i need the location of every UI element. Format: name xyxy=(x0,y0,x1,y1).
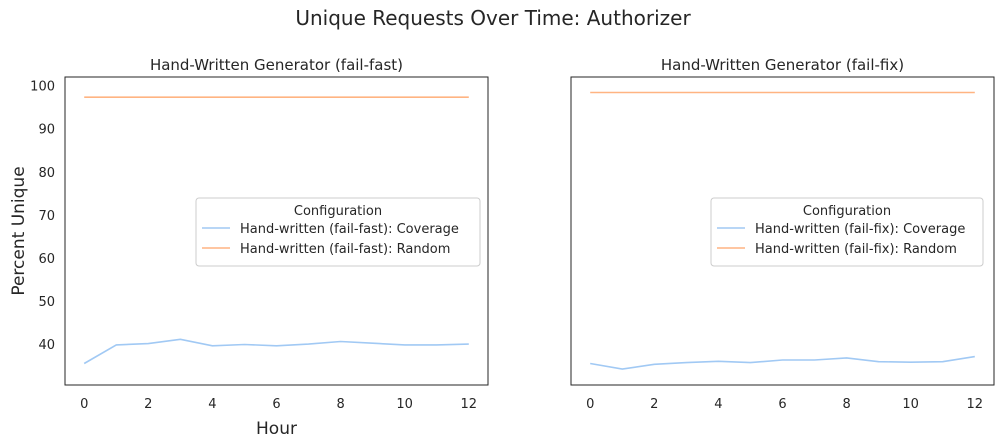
series-line-coverage xyxy=(83,338,469,365)
x-tick-label: 0 xyxy=(586,397,594,412)
series-line-coverage xyxy=(590,355,975,370)
figure-title: Unique Requests Over Time: Authorizer xyxy=(295,6,691,30)
legend-box xyxy=(195,197,481,267)
x-tick-label: 4 xyxy=(208,397,216,412)
y-tick-label: 80 xyxy=(38,166,55,181)
subplot-fail-fast: Hand-Written Generator (fail-fast) 0 2 4 6 8 1… xyxy=(9,56,489,439)
x-tick-label: 0 xyxy=(80,397,88,412)
legend-entry: Hand-written (fail-fast): Random xyxy=(240,242,450,257)
legend-title: Configuration xyxy=(294,204,382,219)
y-tick-label: 100 xyxy=(30,80,55,95)
x-tick-label: 10 xyxy=(902,397,919,412)
subplot-title: Hand-Written Generator (fail-fix) xyxy=(661,56,904,74)
x-tick-label: 6 xyxy=(272,397,280,412)
x-tick-label: 10 xyxy=(396,397,413,412)
plot-frame xyxy=(570,76,995,386)
x-tick-label: 8 xyxy=(842,397,850,412)
x-tick-label: 12 xyxy=(966,397,983,412)
y-tick-label: 70 xyxy=(38,209,55,224)
x-tick-label: 2 xyxy=(144,397,152,412)
legend-entry: Hand-written (fail-fix): Random xyxy=(755,242,957,257)
x-tick-label: 12 xyxy=(460,397,477,412)
subplot-title: Hand-Written Generator (fail-fast) xyxy=(150,56,403,74)
subplot-fail-fix: Hand-Written Generator (fail-fix) 0 2 4 6 8 10… xyxy=(570,56,995,412)
y-axis-label: Percent Unique xyxy=(9,166,29,295)
x-axis-label: Hour xyxy=(256,419,297,439)
legend: Configuration Hand-written (fail-fix): Co… xyxy=(710,197,984,267)
legend-box xyxy=(710,197,984,267)
y-tick-label: 40 xyxy=(38,338,55,353)
legend-entry: Hand-written (fail-fix): Coverage xyxy=(755,222,965,237)
legend-title: Configuration xyxy=(803,204,891,219)
x-tick-label: 6 xyxy=(778,397,786,412)
plot-frame xyxy=(64,76,489,386)
x-tick-label: 4 xyxy=(714,397,722,412)
x-tick-label: 2 xyxy=(650,397,658,412)
legend: Configuration Hand-written (fail-fast): C… xyxy=(195,197,481,267)
y-tick-label: 50 xyxy=(38,295,55,310)
x-tick-label: 8 xyxy=(336,397,344,412)
y-tick-label: 90 xyxy=(38,123,55,138)
legend-entry: Hand-written (fail-fast): Coverage xyxy=(240,222,459,237)
y-tick-label: 60 xyxy=(38,252,55,267)
